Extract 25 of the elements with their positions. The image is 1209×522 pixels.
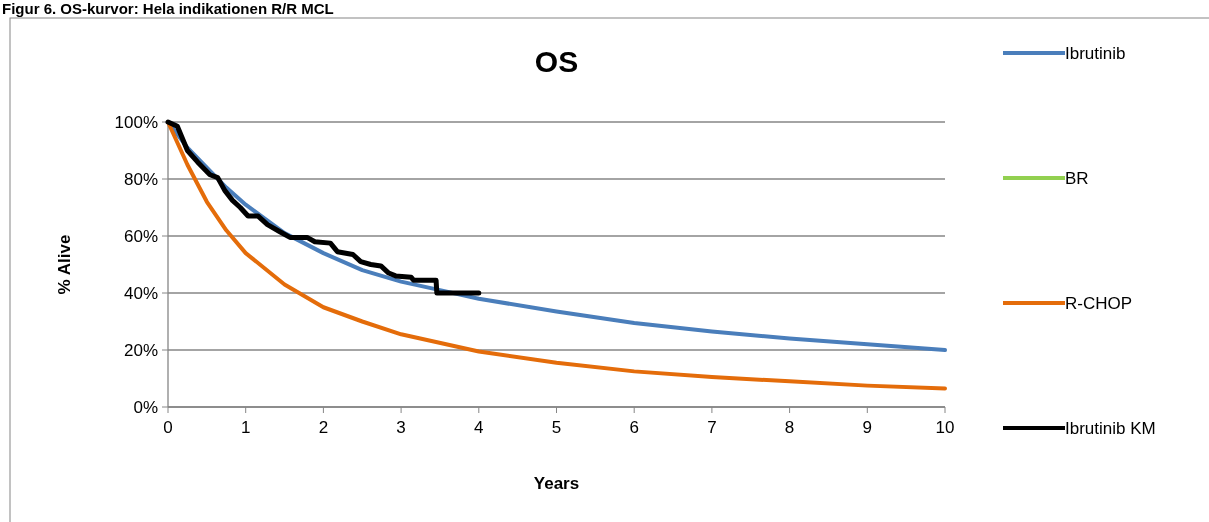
x-tick-label: 3 xyxy=(396,418,406,437)
legend-label: BR xyxy=(1065,168,1089,188)
y-tick-label: 20% xyxy=(123,340,158,360)
y-tick-label: 100% xyxy=(114,112,158,132)
x-tick-label: 7 xyxy=(707,418,717,437)
x-tick-label: 0 xyxy=(163,418,173,437)
legend-label: Ibrutinib KM xyxy=(1065,418,1156,438)
x-tick-label: 2 xyxy=(318,418,329,437)
legend-label: R-CHOP xyxy=(1065,293,1133,313)
y-tick-label: 0% xyxy=(133,397,158,417)
x-tick-label: 10 xyxy=(935,418,955,437)
x-tick-label: 6 xyxy=(629,418,639,437)
legend-label: Ibrutinib xyxy=(1065,43,1126,63)
x-tick-label: 4 xyxy=(474,418,484,437)
x-tick-label: 8 xyxy=(784,418,795,437)
x-tick-label: 9 xyxy=(862,418,873,437)
x-tick-label: 5 xyxy=(551,418,562,437)
x-tick-label: 1 xyxy=(240,418,251,437)
y-tick-label: 60% xyxy=(123,226,158,246)
y-tick-label: 40% xyxy=(123,283,158,303)
x-axis-title: Years xyxy=(533,474,580,493)
y-tick-label: 80% xyxy=(123,169,158,189)
chart-title: OS xyxy=(534,45,579,78)
y-axis-title: % Alive xyxy=(55,234,74,295)
text: Figur 6. OS-kurvor: Hela indikationen R/R MCL xyxy=(2,0,334,17)
